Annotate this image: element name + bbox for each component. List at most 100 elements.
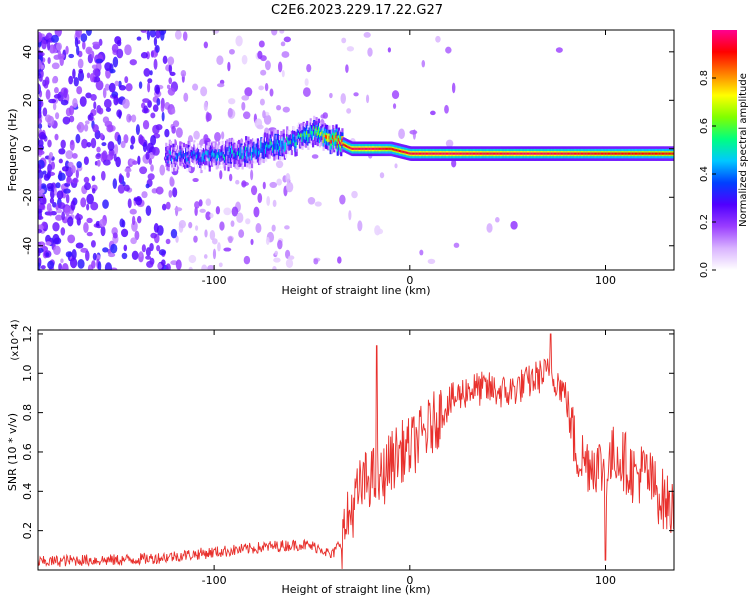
spectrogram-noise-blob bbox=[38, 200, 41, 206]
spectrogram-ridge-slice bbox=[441, 152, 444, 155]
spectrogram-noise-blob bbox=[82, 40, 86, 50]
spectrogram-ridge-slice bbox=[636, 152, 639, 155]
spectrogram-noise-blob bbox=[188, 221, 193, 229]
spectrogram-noise-blob bbox=[104, 83, 110, 91]
spectrogram-ridge-slice bbox=[545, 152, 548, 155]
spectrogram-ridge-slice bbox=[182, 153, 186, 157]
spectrogram-noise-blob bbox=[167, 87, 176, 96]
spectrogram-noise-blob bbox=[91, 175, 96, 182]
spectrogram-ridge-slice bbox=[456, 152, 459, 155]
spectrogram-ridge-slice bbox=[671, 152, 674, 155]
spectrogram-ridge-slice bbox=[234, 154, 237, 159]
spectrogram-ridge-slice bbox=[331, 135, 335, 139]
spectrogram-ridge-slice bbox=[472, 152, 476, 155]
spectrogram-noise-blob bbox=[117, 184, 125, 194]
spectrogram-noise-blob bbox=[149, 242, 154, 252]
spectrogram-ridge-slice bbox=[597, 152, 600, 155]
spectrogram-noise-blob bbox=[180, 69, 187, 78]
spectrogram-ridge-slice bbox=[296, 135, 299, 139]
spectrogram-ridge-slice bbox=[171, 157, 174, 162]
spectrogram-ridge-slice bbox=[200, 159, 203, 163]
spectrogram-ridge-slice bbox=[551, 152, 554, 155]
spectrogram-ridge-slice bbox=[462, 152, 465, 155]
spectrogram-ridge-slice bbox=[491, 152, 494, 155]
spectrogram-noise-blob bbox=[90, 137, 97, 149]
spectrogram-noise-blob bbox=[85, 46, 93, 55]
spectrogram-noise-blob bbox=[44, 35, 49, 40]
spectrogram-noise-blob bbox=[146, 30, 151, 41]
spectrogram-noise-blob bbox=[258, 85, 264, 91]
spectrogram-ridge-slice bbox=[582, 152, 585, 155]
spectrogram-ridge-slice bbox=[449, 152, 452, 155]
spectrogram-noise-blob bbox=[145, 183, 150, 189]
spectrogram-noise-blob bbox=[182, 31, 188, 42]
spectrogram-noise-blob bbox=[444, 104, 449, 114]
spectrogram-noise-blob bbox=[91, 188, 96, 194]
spectrogram-noise-blob bbox=[68, 75, 74, 85]
spectrogram-ridge-slice bbox=[663, 152, 666, 155]
spectrogram-noise-blob bbox=[257, 193, 263, 204]
spectrogram-ridge-slice bbox=[344, 144, 348, 147]
spectrogram-noise-blob bbox=[124, 168, 132, 173]
spectrogram-noise-blob bbox=[112, 56, 119, 68]
spectrogram-ridge-slice bbox=[520, 152, 524, 155]
spectrogram-ridge-slice bbox=[412, 152, 416, 155]
spectrogram-ridge-slice bbox=[232, 149, 235, 154]
spectrogram-noise-blob bbox=[341, 37, 347, 44]
spectrogram-ridge-slice bbox=[286, 136, 289, 141]
spectrogram-noise-blob bbox=[112, 232, 118, 239]
spectrogram-noise-blob bbox=[57, 202, 66, 209]
spectrogram-ridge-slice bbox=[637, 152, 640, 155]
spectrogram-noise-blob bbox=[138, 134, 144, 145]
spectrogram-noise-blob bbox=[78, 68, 84, 74]
spectrogram-ridge-slice bbox=[623, 152, 626, 155]
spectrogram-noise-blob bbox=[150, 112, 156, 119]
spectrogram-noise-blob bbox=[77, 121, 85, 133]
spectrogram-ridge-slice bbox=[655, 152, 659, 155]
spectrogram-noise-blob bbox=[72, 68, 76, 79]
spectrogram-ridge-slice bbox=[427, 152, 430, 155]
y-tick-label: 1.2 bbox=[21, 325, 34, 343]
spectrogram-noise-blob bbox=[167, 56, 175, 66]
spectrogram-noise-blob bbox=[65, 45, 69, 55]
spectrogram-ridge-slice bbox=[616, 152, 619, 155]
spectrogram-noise-blob bbox=[42, 197, 47, 205]
spectrogram-noise-blob bbox=[101, 142, 107, 147]
spectrogram-noise-blob bbox=[265, 236, 270, 245]
spectrogram-noise-blob bbox=[38, 224, 44, 231]
spectrogram-noise-blob bbox=[38, 204, 45, 209]
spectrogram-ridge-slice bbox=[389, 147, 392, 150]
spectrogram-noise-blob bbox=[72, 98, 78, 108]
spectrogram-noise-blob bbox=[64, 205, 71, 216]
spectrogram-ridge-slice bbox=[172, 149, 175, 154]
spectrogram-noise-blob bbox=[137, 155, 141, 165]
spectrogram-noise-blob bbox=[228, 98, 236, 105]
spectrogram-noise-blob bbox=[192, 83, 199, 91]
spectrogram-noise-blob bbox=[445, 46, 452, 54]
spectrogram-noise-blob bbox=[58, 148, 66, 155]
spectrogram-ridge-slice bbox=[564, 152, 567, 155]
spectrogram-ridge-slice bbox=[240, 149, 243, 154]
spectrogram-noise-blob bbox=[118, 85, 127, 91]
spectrogram-noise-blob bbox=[122, 181, 126, 187]
spectrogram-noise-blob bbox=[139, 166, 148, 175]
x-tick-label: 0 bbox=[406, 574, 413, 587]
x-tick-label: -100 bbox=[202, 274, 227, 287]
spectrogram-noise-blob bbox=[42, 170, 47, 175]
spectrogram-ridge-slice bbox=[315, 127, 318, 131]
spectrogram-noise-blob bbox=[53, 54, 61, 60]
spectrogram-ridge-slice bbox=[174, 157, 177, 161]
spectrogram-ridge-slice bbox=[297, 132, 301, 137]
spectrogram-ridge-slice bbox=[385, 147, 389, 150]
spectrogram-noise-blob bbox=[91, 260, 96, 269]
spectrogram-ridge-slice bbox=[501, 152, 504, 155]
spectrogram-noise-blob bbox=[175, 235, 179, 243]
spectrogram-noise-blob bbox=[90, 201, 99, 211]
spectrogram-noise-blob bbox=[56, 42, 62, 51]
spectrogram-noise-blob bbox=[102, 116, 110, 124]
spectrogram-panel: -100 0 100 -40 -20 0 20 40 Height of straight … bbox=[6, 29, 675, 297]
spectrogram-ridge-slice bbox=[670, 152, 673, 155]
spectrogram-noise-blob bbox=[223, 207, 232, 216]
spectrogram-ridge-slice bbox=[222, 154, 225, 159]
spectrogram-ridge-slice bbox=[391, 148, 395, 151]
